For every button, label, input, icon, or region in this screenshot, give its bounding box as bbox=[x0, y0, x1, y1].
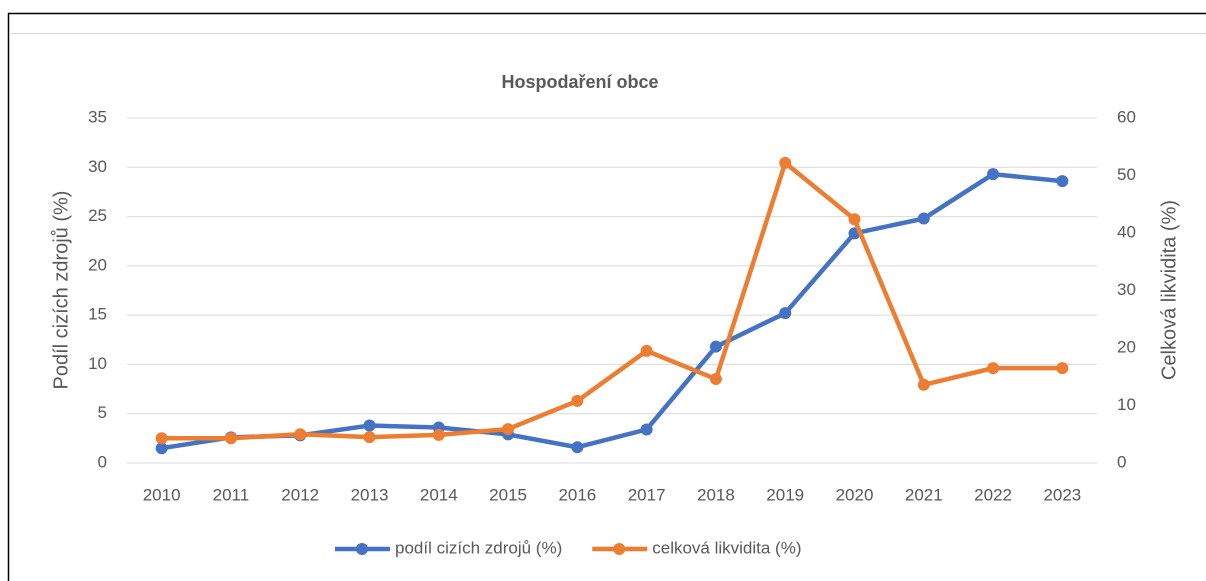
x-tick-label: 2013 bbox=[351, 485, 389, 504]
point bbox=[640, 344, 653, 357]
point bbox=[987, 362, 1000, 375]
point bbox=[987, 168, 1000, 181]
y2-tick-label: 50 bbox=[1117, 165, 1136, 184]
point bbox=[571, 394, 584, 407]
y-tick-label: 15 bbox=[88, 305, 107, 324]
legend-label: celková likvidita (%) bbox=[652, 538, 801, 557]
y-tick-label: 35 bbox=[88, 107, 107, 126]
x-tick-label: 2021 bbox=[905, 485, 943, 504]
y2-axis-title: Celková likvidita (%) bbox=[1158, 200, 1180, 380]
x-tick-label: 2017 bbox=[628, 485, 666, 504]
y2-tick-label: 40 bbox=[1117, 222, 1136, 241]
y2-tick-label: 10 bbox=[1117, 395, 1136, 414]
point bbox=[294, 428, 307, 441]
x-tick-label: 2022 bbox=[974, 485, 1012, 504]
series-line bbox=[161, 160, 1063, 441]
x-tick-label: 2010 bbox=[143, 485, 181, 504]
point bbox=[917, 378, 930, 391]
point bbox=[224, 432, 237, 445]
y-tick-label: 10 bbox=[88, 354, 107, 373]
y2-tick-label: 0 bbox=[1117, 452, 1126, 471]
x-tick-label: 2011 bbox=[213, 485, 250, 504]
point bbox=[779, 156, 792, 169]
y-tick-label: 25 bbox=[88, 206, 107, 225]
x-tick-label: 2014 bbox=[420, 485, 458, 504]
point bbox=[779, 307, 792, 320]
point bbox=[363, 431, 376, 444]
point bbox=[155, 432, 168, 445]
y-tick-label: 30 bbox=[88, 157, 107, 176]
y2-tick-label: 60 bbox=[1117, 107, 1136, 126]
y2-tick-label: 20 bbox=[1117, 337, 1136, 356]
y-tick-label: 0 bbox=[98, 452, 107, 471]
x-tick-label: 2015 bbox=[489, 485, 527, 504]
y2-tick-label: 30 bbox=[1117, 280, 1136, 299]
x-tick-label: 2016 bbox=[558, 485, 596, 504]
legend-label: podíl cizích zdrojů (%) bbox=[395, 538, 562, 557]
point bbox=[709, 373, 722, 386]
point bbox=[917, 212, 930, 225]
x-tick-label: 2019 bbox=[766, 485, 804, 504]
x-tick-label: 2018 bbox=[697, 485, 735, 504]
point bbox=[1056, 362, 1069, 375]
y-tick-label: 20 bbox=[88, 255, 107, 274]
y-axis-title: Podíl cizích zdrojů (%) bbox=[50, 191, 72, 390]
x-tick-label: 2023 bbox=[1043, 485, 1081, 504]
x-tick-label: 2012 bbox=[281, 485, 319, 504]
point bbox=[155, 442, 168, 455]
point bbox=[571, 441, 584, 454]
point bbox=[432, 428, 445, 441]
point bbox=[640, 423, 653, 436]
point bbox=[363, 419, 376, 432]
legend-marker bbox=[613, 543, 626, 555]
point bbox=[502, 423, 515, 436]
point bbox=[848, 213, 861, 226]
point bbox=[1056, 175, 1069, 188]
legend-marker bbox=[356, 543, 368, 555]
y-tick-label: 5 bbox=[98, 403, 107, 422]
x-tick-label: 2020 bbox=[836, 485, 874, 504]
point bbox=[709, 340, 722, 353]
chart-title: Hospodaření obce bbox=[501, 72, 658, 92]
